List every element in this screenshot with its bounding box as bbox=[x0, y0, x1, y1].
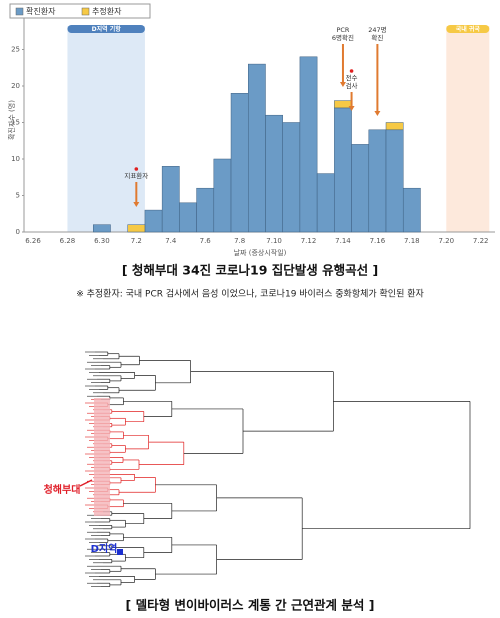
bar bbox=[265, 114, 283, 233]
phylogenetic-tree bbox=[85, 351, 471, 587]
bar bbox=[385, 129, 404, 233]
annotation: 247명 bbox=[368, 25, 386, 34]
tree-label: D지역 bbox=[91, 542, 118, 555]
bar bbox=[282, 122, 301, 233]
region-label: 국내 귀국 bbox=[456, 25, 481, 33]
clade-highlight bbox=[94, 398, 110, 516]
x-tick-label: 6.26 bbox=[25, 237, 41, 245]
chart-caption: [ 청해부대 34진 코로나19 집단발생 유행곡선 ] bbox=[122, 263, 378, 278]
bar bbox=[368, 129, 387, 233]
tree-label: 청해부대 bbox=[44, 483, 81, 496]
x-tick-label: 7.6 bbox=[200, 237, 212, 245]
legend-label: 확진환자 bbox=[26, 6, 56, 16]
annotation: PCR bbox=[336, 26, 349, 34]
bar bbox=[127, 224, 146, 233]
x-tick-label: 7.20 bbox=[438, 237, 454, 245]
bar bbox=[402, 187, 421, 233]
annotation-arrowhead bbox=[374, 111, 381, 116]
bar bbox=[334, 107, 352, 233]
region-label-box bbox=[67, 25, 145, 33]
bar bbox=[299, 56, 318, 233]
y-axis-label: 확진자수 (명) bbox=[7, 100, 16, 140]
y-tick-label: 5 bbox=[16, 192, 20, 200]
annotation-arrowhead bbox=[133, 202, 140, 207]
bar bbox=[179, 202, 197, 233]
x-tick-label: 7.22 bbox=[473, 237, 489, 245]
legend-swatch bbox=[15, 7, 24, 16]
y-tick-label: 15 bbox=[11, 119, 20, 127]
annotation: 전수 bbox=[346, 73, 358, 82]
bar bbox=[385, 122, 404, 131]
x-tick-label: 7.12 bbox=[301, 237, 317, 245]
bar bbox=[351, 144, 370, 233]
region-label-box bbox=[446, 25, 490, 33]
x-tick-label: 7.18 bbox=[404, 237, 420, 245]
x-tick-label: 7.16 bbox=[370, 237, 386, 245]
tree-caption: [ 델타형 변이바이러스 계통 간 근연관계 분석 ] bbox=[126, 598, 375, 613]
annotation: 검사 bbox=[346, 81, 358, 90]
chart-note: ※ 추정환자: 국내 PCR 검사에서 음성 이었으나, 코로나19 바이러스 … bbox=[76, 288, 424, 300]
bar bbox=[213, 158, 232, 233]
bar bbox=[248, 63, 266, 233]
annotation-arrowhead bbox=[339, 82, 346, 87]
y-tick-label: 10 bbox=[11, 155, 20, 163]
shaded-region bbox=[67, 26, 145, 232]
label-marker bbox=[117, 549, 123, 555]
annotation-arrowhead bbox=[348, 106, 355, 111]
bar bbox=[93, 224, 111, 233]
annotation: 확진 bbox=[371, 33, 383, 42]
bar bbox=[334, 100, 352, 109]
y-tick-label: 20 bbox=[11, 82, 20, 90]
shaded-region bbox=[446, 26, 490, 232]
legend: 확진환자 추정환자 bbox=[9, 3, 151, 19]
x-tick-label: 7.14 bbox=[335, 237, 351, 245]
annotation: 6명확진 bbox=[332, 33, 354, 42]
legend-swatch bbox=[81, 7, 90, 16]
bar bbox=[144, 209, 163, 233]
y-tick-label: 0 bbox=[16, 228, 20, 236]
x-axis-label: 날짜 (증상시작일) bbox=[234, 248, 287, 257]
x-tick-label: 7.4 bbox=[165, 237, 177, 245]
x-tick-label: 6.30 bbox=[94, 237, 110, 245]
annotation: 지표환자 bbox=[124, 171, 148, 180]
legend-label: 추정환자 bbox=[92, 6, 122, 16]
marker-dot bbox=[349, 69, 354, 73]
bar bbox=[161, 166, 180, 233]
label-arrow bbox=[79, 479, 93, 487]
legend-box bbox=[9, 3, 151, 19]
region-label: D지역 기항 bbox=[92, 25, 122, 33]
x-tick-label: 7.2 bbox=[131, 237, 142, 245]
bar bbox=[196, 187, 215, 233]
y-tick-label: 25 bbox=[11, 46, 20, 54]
marker-dot bbox=[134, 167, 139, 171]
bar bbox=[316, 173, 335, 233]
x-tick-label: 7.8 bbox=[234, 237, 245, 245]
x-tick-label: 7.10 bbox=[266, 237, 282, 245]
bar bbox=[230, 93, 249, 233]
x-tick-label: 6.28 bbox=[60, 237, 76, 245]
